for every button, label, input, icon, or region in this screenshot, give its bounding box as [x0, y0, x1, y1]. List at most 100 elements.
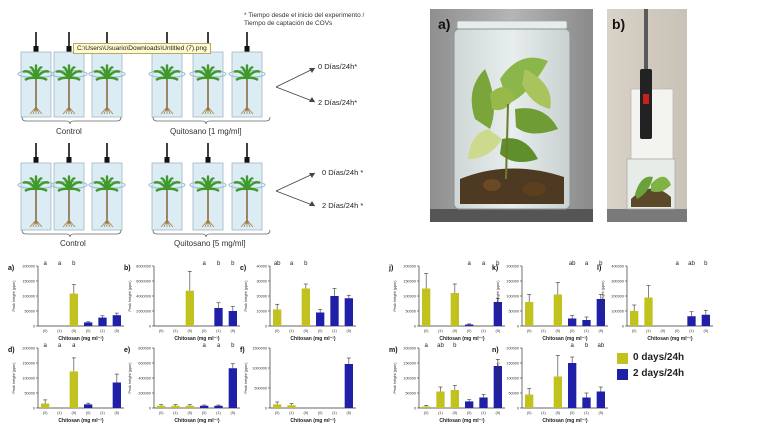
y-tick-label: 0 — [517, 325, 519, 329]
bar — [465, 324, 474, 326]
y-tick-label: 100000 — [506, 377, 519, 381]
bar — [493, 302, 502, 326]
x-tick-label: (1) — [584, 411, 589, 415]
plant-root — [100, 219, 108, 228]
plant-root — [103, 106, 108, 115]
chart-panel-a: a) 0 50000 100000 150000 200000 Peak height (p… — [8, 261, 124, 342]
x-tick-label: (1) — [289, 329, 294, 333]
y-axis-label: Peak height (ppm) — [601, 280, 605, 312]
x-tick-label: (1) — [57, 411, 62, 415]
y-tick-label: 20000 — [256, 295, 267, 299]
sensor-probe — [244, 46, 250, 56]
significance-letter: ab — [437, 343, 444, 349]
x-tick-label: (0) — [275, 411, 280, 415]
x-tick-label: (0) — [675, 329, 680, 333]
bar — [69, 371, 78, 408]
x-tick-label: (0) — [527, 329, 532, 333]
panel-label: d) — [8, 347, 15, 354]
plant-root — [100, 106, 108, 115]
bar — [493, 366, 502, 408]
panel-label: n) — [492, 347, 499, 354]
plant-root — [240, 106, 248, 115]
x-tick-label: (0) — [467, 329, 472, 333]
chart-panel-d: d) 0 50000 100000 150000 200000 Peak height (p… — [8, 343, 124, 424]
y-tick-label: 50000 — [24, 392, 35, 396]
bar — [450, 390, 459, 408]
photo-a-jar — [430, 9, 593, 222]
x-tick-label: (0) — [570, 411, 575, 415]
bar — [479, 397, 488, 408]
y-axis-label: Peak height (ppm) — [244, 362, 248, 394]
y-tick-label: 4000000 — [136, 295, 151, 299]
x-axis-label: Chitosan (mg ml⁻¹) — [58, 418, 103, 424]
chart-panel-k: k) 0 50000 100000 150000 200000 Peak height (p… — [492, 261, 608, 342]
y-tick-label: 0 — [517, 407, 519, 411]
panel-label: m) — [389, 347, 398, 354]
bar — [422, 406, 431, 408]
chart-panel-m: m) 0 50000 100000 150000 200000 Peak height (p… — [389, 343, 505, 424]
significance-letter: b — [704, 261, 708, 267]
x-tick-label: (1) — [584, 329, 589, 333]
plant-root — [29, 219, 37, 228]
significance-letter: ab — [597, 343, 604, 349]
plant-root — [166, 106, 174, 115]
bar — [568, 363, 577, 408]
y-tick-label: 200000 — [138, 392, 151, 396]
plant-root — [246, 219, 251, 228]
bar — [465, 401, 474, 408]
y-axis-label: Peak height (ppm) — [393, 280, 397, 312]
x-tick-label: (5) — [453, 411, 458, 415]
x-tick-label: (0) — [202, 411, 207, 415]
x-tick-label: (1) — [438, 411, 443, 415]
row1-treatment-label: Quitosano [1 mg/ml] — [170, 127, 242, 136]
plant-root — [68, 219, 73, 228]
row2-output-2days: 2 Días/24h * — [322, 201, 364, 210]
timing-note-line2: Tiempo de captación de COVs — [244, 20, 333, 27]
plant-root — [32, 219, 37, 228]
bar — [553, 294, 562, 326]
y-tick-label: 0 — [265, 325, 267, 329]
y-tick-label: 50000 — [405, 310, 416, 314]
plant-root — [166, 219, 171, 228]
bar — [596, 299, 605, 326]
bar — [157, 405, 166, 408]
x-tick-label: (5) — [599, 411, 604, 415]
y-tick-label: 150000 — [22, 362, 35, 366]
chart-panel-c: c) 0 10000 20000 30000 40000 Peak height (ppm)… — [240, 261, 356, 342]
plant-root — [160, 219, 168, 228]
chart-panel-l: l) 0 100000 200000 300000 400000 Peak height (… — [597, 261, 713, 342]
significance-letter: b — [231, 343, 235, 349]
plant-root — [62, 106, 70, 115]
significance-letter: a — [570, 343, 574, 349]
y-tick-label: 0 — [414, 407, 416, 411]
plant-root — [106, 106, 111, 115]
y-tick-label: 50000 — [508, 310, 519, 314]
bar — [185, 290, 194, 326]
sensor-probe — [164, 157, 170, 167]
significance-letter: a — [585, 261, 589, 267]
plant-root — [106, 219, 114, 228]
x-tick-label: (5) — [304, 411, 309, 415]
row1-control-label: Control — [56, 127, 82, 136]
x-tick-label: (1) — [646, 329, 651, 333]
bar — [98, 317, 107, 326]
y-tick-label: 200000 — [611, 295, 624, 299]
y-tick-label: 400000 — [138, 377, 151, 381]
plant-root — [204, 106, 209, 115]
y-tick-label: 150000 — [403, 362, 416, 366]
plant-root — [166, 219, 174, 228]
panel-label: b) — [124, 265, 131, 272]
bar — [316, 312, 325, 326]
y-tick-label: 50000 — [508, 392, 519, 396]
row2-treatment-label: Quitosano [5 mg/ml] — [174, 239, 246, 248]
bar — [525, 302, 534, 326]
plant-root — [68, 106, 73, 115]
y-tick-label: 30000 — [256, 280, 267, 284]
panel-label: e) — [124, 347, 130, 354]
plant-root — [207, 106, 212, 115]
x-tick-label: (1) — [541, 329, 546, 333]
plant-root — [207, 219, 212, 228]
bar — [450, 293, 459, 326]
bar — [582, 320, 591, 326]
panel-label: j) — [388, 265, 393, 272]
